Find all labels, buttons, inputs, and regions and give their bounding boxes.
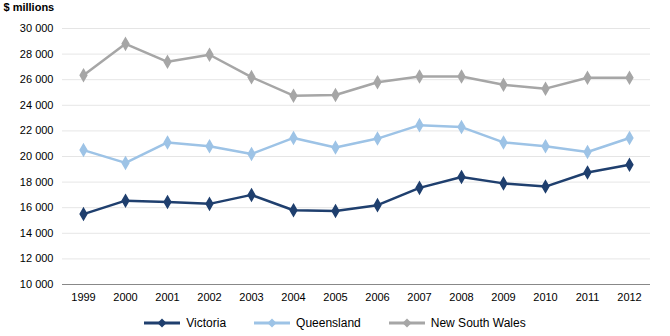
html-text:New South Wales: New South Wales — [430, 316, 526, 330]
svg-text:2002: 2002 — [197, 291, 221, 303]
svg-text:12 000: 12 000 — [20, 252, 54, 264]
svg-text:18 000: 18 000 — [20, 176, 54, 188]
svg-text:2011: 2011 — [576, 291, 600, 303]
svg-text:$ millions: $ millions — [4, 1, 55, 13]
svg-text:2009: 2009 — [491, 291, 515, 303]
svg-text:28 000: 28 000 — [20, 48, 54, 60]
svg-text:2007: 2007 — [407, 291, 431, 303]
svg-text:2006: 2006 — [365, 291, 389, 303]
svg-text:2012: 2012 — [617, 291, 641, 303]
svg-text:1999: 1999 — [71, 291, 95, 303]
svg-text:2000: 2000 — [113, 291, 137, 303]
svg-text:16 000: 16 000 — [20, 201, 54, 213]
svg-text:30 000: 30 000 — [20, 22, 54, 34]
svg-text:26 000: 26 000 — [20, 73, 54, 85]
svg-text:2004: 2004 — [281, 291, 305, 303]
svg-text:2005: 2005 — [323, 291, 347, 303]
svg-text:2010: 2010 — [533, 291, 557, 303]
svg-text:22 000: 22 000 — [20, 124, 54, 136]
html-text:Victoria: Victoria — [186, 316, 227, 330]
svg-text:2001: 2001 — [155, 291, 179, 303]
svg-text:24 000: 24 000 — [20, 99, 54, 111]
svg-text:2008: 2008 — [449, 291, 473, 303]
html-text:Queensland: Queensland — [296, 316, 361, 330]
svg-text:20 000: 20 000 — [20, 150, 54, 162]
svg-text:2003: 2003 — [239, 291, 263, 303]
svg-text:10 000: 10 000 — [20, 278, 54, 290]
svg-text:14 000: 14 000 — [20, 227, 54, 239]
